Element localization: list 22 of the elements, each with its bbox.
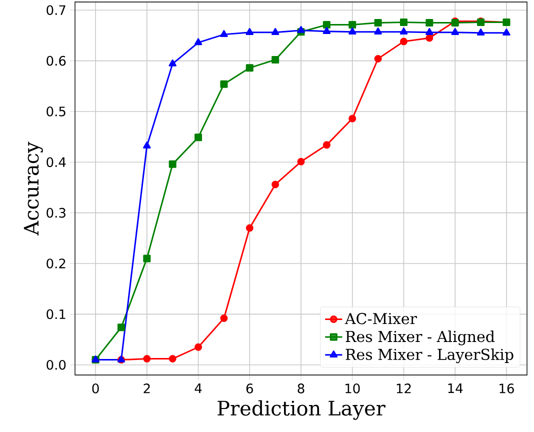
x-tick-label: 0	[92, 384, 99, 394]
x-tick-label: 8	[298, 384, 304, 394]
x-tick-label: 12	[396, 384, 411, 394]
x-tick-label: 16	[500, 384, 514, 394]
x-tick-label: 10	[346, 384, 360, 394]
legend-label: Res Mixer - Aligned	[346, 330, 495, 346]
legend-label: AC-Mixer	[344, 312, 417, 324]
y-tick-label: 0.7	[46, 5, 66, 16]
y-tick-label: 0.0	[46, 360, 66, 370]
x-tick-label: 6	[246, 384, 253, 394]
x-tick-label: 2	[144, 384, 150, 394]
x-tick-label: 14	[448, 384, 463, 394]
y-tick-label: 0.6	[46, 56, 66, 66]
y-tick-label: 0.3	[46, 208, 66, 218]
legend-label: Res Mixer - LayerSkip	[346, 348, 514, 364]
y-axis-title: Accuracy	[24, 142, 43, 236]
x-axis-title: Prediction Layer	[218, 400, 386, 420]
y-tick-label: 0.2	[46, 258, 66, 268]
y-tick-label: 0.1	[46, 309, 66, 320]
x-tick-label: 4	[194, 384, 202, 394]
y-tick-label: 0.5	[46, 106, 66, 116]
y-tick-label: 0.4	[46, 157, 66, 168]
